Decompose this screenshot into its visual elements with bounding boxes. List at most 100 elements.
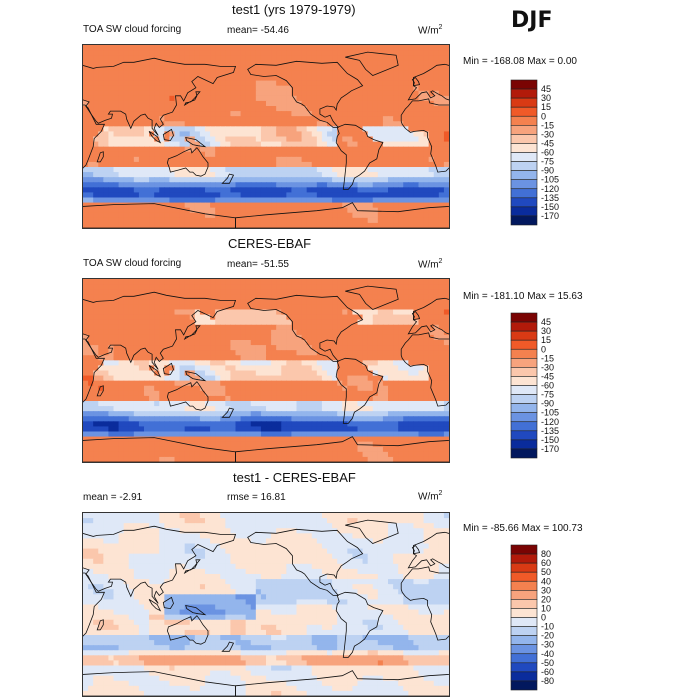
- colorbar-swatch: [510, 439, 538, 450]
- coastline: [400, 566, 449, 641]
- colorbar-swatch: [510, 599, 538, 609]
- panel2-colorbar: 45 30 15 0 -15 -30 -45 -60 -75 -90 -105 -120 -135 -15…: [510, 312, 571, 459]
- coastline: [185, 136, 207, 148]
- coastline: [162, 362, 174, 376]
- colorbar-level-label: -15: [541, 353, 554, 363]
- colorbar-swatch: [510, 385, 538, 395]
- colorbar-swatch: [510, 394, 538, 404]
- colorbar-level-label: -75: [541, 157, 554, 167]
- coastline: [221, 641, 235, 652]
- coastline: [148, 131, 162, 144]
- panel2-title: CERES-EBAF: [228, 236, 312, 251]
- panel2-range: Min = -181.10 Max = 15.63: [463, 291, 583, 302]
- panel2-units: W/m2: [418, 258, 443, 271]
- colorbar-swatch: [510, 125, 538, 135]
- colorbar-swatch: [510, 79, 538, 90]
- colorbar-swatch: [510, 161, 538, 171]
- coastline: [247, 60, 364, 128]
- colorbar-level-label: -105: [541, 175, 559, 185]
- colorbar-swatch: [510, 562, 538, 573]
- season-label: DJF: [511, 8, 553, 33]
- colorbar-level-label: -30: [541, 362, 554, 372]
- coastline: [247, 528, 364, 596]
- coastline: [96, 619, 104, 631]
- coastline: [83, 291, 237, 370]
- coastline: [185, 604, 207, 616]
- colorbar-level-label: -50: [541, 658, 554, 668]
- coastline: [166, 615, 209, 645]
- colorbar-level-label: -150: [541, 435, 559, 445]
- colorbar-level-label: -120: [541, 184, 559, 194]
- colorbar-level-label: 40: [541, 576, 551, 586]
- panel2-mean: mean= -51.55: [227, 259, 289, 270]
- coastline: [221, 407, 235, 418]
- colorbar-swatch: [510, 644, 538, 655]
- colorbar-swatch: [510, 421, 538, 432]
- colorbar-swatch: [510, 662, 538, 673]
- panel3-mean: mean = -2.91: [83, 492, 143, 503]
- coastline: [345, 51, 399, 76]
- panel3-colorbar: 80 60 50 40 30 20 10 0 -10 -20 -30 -40 -50 -60 -80: [510, 544, 571, 691]
- coastline: [166, 381, 209, 411]
- colorbar-swatch: [510, 580, 538, 591]
- colorbar-level-label: -45: [541, 371, 554, 381]
- coastline: [96, 151, 104, 163]
- coastline: [185, 370, 207, 382]
- coastline: [247, 294, 364, 362]
- colorbar-swatch: [510, 312, 538, 323]
- colorbar-level-label: 0: [541, 111, 546, 121]
- coastline: [162, 128, 174, 142]
- colorbar-swatch: [510, 97, 538, 108]
- colorbar-swatch: [510, 88, 538, 99]
- colorbar-level-label: 0: [541, 613, 546, 623]
- colorbar-swatch: [510, 571, 538, 582]
- panel3-rmse: rmse = 16.81: [227, 492, 286, 503]
- coastline: [411, 310, 421, 321]
- colorbar-swatch: [510, 590, 538, 600]
- colorbar-level-label: -105: [541, 408, 559, 418]
- panel3-range: Min = -85.66 Max = 100.73: [463, 523, 583, 534]
- coastline: [183, 91, 201, 107]
- colorbar-level-label: -20: [541, 631, 554, 641]
- panel1-units: W/m2: [418, 24, 443, 37]
- panel3-map: [82, 512, 450, 697]
- colorbar-swatch: [510, 544, 538, 555]
- coastline: [148, 365, 162, 378]
- colorbar-level-label: -135: [541, 426, 559, 436]
- colorbar-swatch: [510, 330, 538, 341]
- colorbar-level-label: 20: [541, 594, 551, 604]
- colorbar-swatch: [510, 403, 538, 413]
- panel2-variable: TOA SW cloud forcing: [83, 258, 182, 269]
- coastline: [83, 572, 106, 637]
- coastline: [83, 525, 237, 604]
- colorbar-level-label: -170: [541, 211, 559, 221]
- colorbar-level-label: -60: [541, 148, 554, 158]
- panel1-title: test1 (yrs 1979-1979): [232, 2, 356, 17]
- coastline: [235, 670, 449, 696]
- colorbar-swatch: [510, 215, 538, 226]
- colorbar-level-label: 45: [541, 317, 551, 327]
- colorbar-level-label: 0: [541, 344, 546, 354]
- coastline: [411, 544, 421, 555]
- colorbar-level-label: 15: [541, 102, 551, 112]
- colorbar-level-label: -80: [541, 676, 554, 686]
- colorbar-level-label: 80: [541, 549, 551, 559]
- colorbar-level-label: 45: [541, 84, 551, 94]
- colorbar-swatch: [510, 617, 538, 627]
- colorbar-swatch: [510, 635, 538, 645]
- coastline: [400, 98, 449, 173]
- colorbar-swatch: [510, 179, 538, 190]
- coastline: [166, 147, 209, 177]
- colorbar-level-label: 30: [541, 585, 551, 595]
- coastline: [400, 332, 449, 407]
- colorbar-swatch: [510, 134, 538, 144]
- colorbar-level-label: -120: [541, 417, 559, 427]
- coastline: [83, 57, 237, 136]
- panel1-variable: TOA SW cloud forcing: [83, 24, 182, 35]
- coastline: [335, 591, 384, 658]
- coastline: [162, 596, 174, 610]
- panel3-title: test1 - CERES-EBAF: [233, 470, 356, 485]
- coastline: [345, 285, 399, 310]
- colorbar-swatch: [510, 115, 538, 126]
- coastline: [335, 357, 384, 424]
